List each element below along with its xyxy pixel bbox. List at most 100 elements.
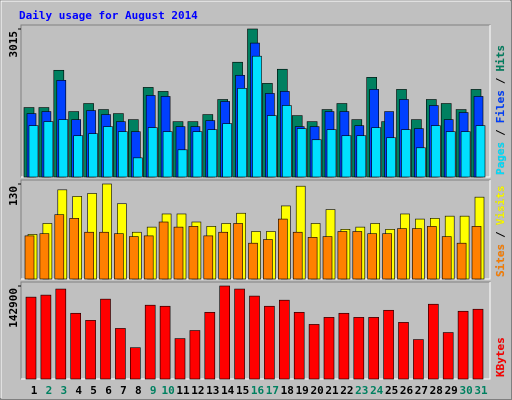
bar — [174, 338, 186, 380]
bar — [401, 129, 411, 178]
bar — [143, 235, 154, 280]
bar — [233, 223, 243, 280]
bar — [54, 214, 65, 280]
bar — [218, 231, 228, 280]
x-tick-label: 13 — [206, 384, 219, 397]
legend-entry: Hits — [494, 45, 507, 72]
bar — [173, 226, 184, 280]
bar — [341, 135, 352, 178]
x-tick-label: 19 — [296, 384, 309, 397]
x-tick-label: 27 — [415, 384, 428, 397]
bar — [445, 131, 456, 178]
legend-entry: Files — [494, 90, 507, 123]
bar — [311, 139, 322, 178]
x-tick-label: 9 — [150, 384, 157, 397]
bar — [85, 320, 96, 380]
x-tick-label: 16 — [251, 384, 265, 397]
x-tick-label: 2 — [46, 384, 53, 397]
bar — [114, 233, 124, 280]
bar — [100, 298, 111, 380]
bar — [39, 233, 50, 280]
bar — [144, 304, 156, 380]
bar — [460, 131, 471, 178]
bar — [234, 288, 245, 380]
x-tick-label: 20 — [310, 384, 323, 397]
x-tick-label: 30 — [459, 384, 472, 397]
y-tick-label: 3015 — [7, 31, 20, 58]
bar — [192, 131, 203, 178]
bar — [352, 231, 363, 280]
bar — [162, 131, 173, 178]
y-tick-label: 142900 — [7, 288, 20, 328]
x-tick-label: 7 — [120, 384, 127, 397]
bar — [58, 119, 69, 178]
bar — [281, 105, 292, 178]
bar — [386, 137, 396, 178]
x-tick-label: 26 — [400, 384, 414, 397]
bar — [472, 308, 484, 380]
bar — [222, 123, 232, 178]
legend: Sites / Visits — [494, 186, 507, 278]
x-tick-label: 11 — [176, 384, 190, 397]
bar — [207, 129, 218, 178]
bar — [398, 322, 409, 380]
bar — [326, 129, 337, 178]
bar — [129, 236, 139, 280]
bar — [308, 324, 320, 380]
bar — [427, 303, 439, 380]
bar — [353, 317, 365, 380]
bar — [189, 330, 201, 380]
bar — [293, 311, 305, 380]
bar — [356, 135, 367, 178]
bar — [237, 88, 247, 178]
bar — [147, 127, 158, 178]
legend-separator: / — [494, 231, 507, 238]
bar — [416, 147, 426, 178]
bar — [426, 226, 437, 280]
bar — [292, 231, 303, 280]
bar — [338, 312, 350, 380]
bar — [249, 295, 260, 380]
bar — [248, 242, 258, 280]
bar — [457, 310, 469, 380]
x-tick-label: 29 — [445, 384, 458, 397]
x-tick-label: 10 — [161, 384, 174, 397]
bar — [73, 135, 83, 178]
bar — [263, 239, 273, 280]
bar — [28, 125, 39, 178]
x-tick-label: 6 — [105, 384, 112, 397]
chart-title: Daily usage for August 2014 — [19, 9, 198, 22]
bar — [69, 218, 79, 280]
x-tick-label: 4 — [75, 384, 82, 397]
bar — [55, 288, 67, 380]
x-tick-label: 14 — [221, 384, 235, 397]
bar — [456, 242, 467, 280]
x-tick-label: 31 — [474, 384, 488, 397]
bar — [278, 299, 290, 380]
legend-separator: / — [494, 77, 507, 84]
bar — [267, 115, 277, 178]
legend: KBytes — [494, 337, 507, 377]
bar — [115, 328, 126, 380]
bar — [99, 231, 109, 280]
x-tick-label: 15 — [236, 384, 249, 397]
bar — [43, 121, 54, 178]
bar — [70, 312, 81, 380]
x-tick-label: 1 — [31, 384, 38, 397]
bar — [371, 127, 382, 178]
bar — [25, 296, 37, 380]
bar — [397, 228, 407, 280]
bar — [84, 231, 94, 280]
legend-entry: Sites — [494, 244, 507, 277]
bar — [323, 317, 335, 380]
x-tick-label: 12 — [191, 384, 204, 397]
bar — [367, 233, 378, 280]
bar — [204, 311, 216, 380]
bar — [307, 237, 318, 280]
legend: Pages / Files / Hits — [494, 45, 507, 175]
bar — [133, 157, 143, 178]
x-tick-label: 17 — [266, 384, 279, 397]
bar — [322, 236, 333, 280]
x-tick-label: 24 — [370, 384, 384, 397]
